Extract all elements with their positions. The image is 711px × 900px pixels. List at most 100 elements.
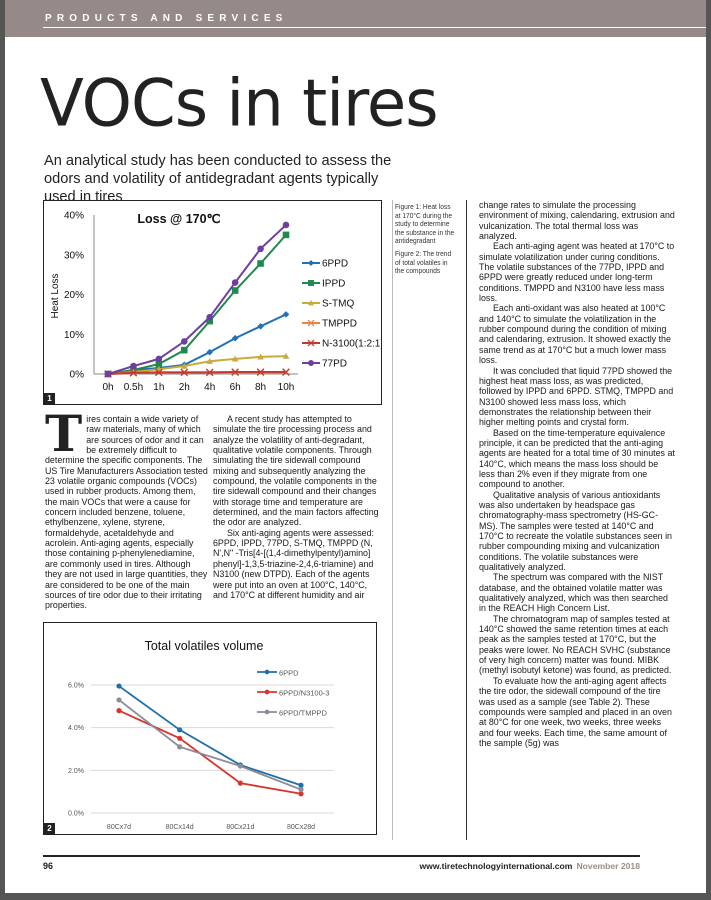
- legend-marker: [264, 669, 270, 675]
- body-paragraph: It was concluded that liquid 77PD showed…: [479, 365, 674, 428]
- x-tick-label: 10h: [278, 382, 295, 393]
- x-tick-label: 80Cx28d: [287, 824, 315, 831]
- data-point: [129, 369, 138, 377]
- drop-cap: T: [45, 404, 83, 463]
- legend-marker: [264, 689, 270, 695]
- data-point: [282, 221, 290, 229]
- body-paragraph: Each anti-oxidant was also heated at 100…: [479, 303, 671, 366]
- y-tick-label: 40%: [64, 211, 84, 222]
- y-tick-label: 10%: [64, 330, 84, 341]
- x-tick-label: 8h: [255, 382, 266, 393]
- legend-label: IPPD: [322, 279, 345, 290]
- x-tick-label: 0h: [102, 382, 113, 393]
- data-point: [130, 362, 137, 370]
- legend-label: 6PPD/TMPPD: [279, 709, 328, 718]
- data-point: [206, 317, 214, 325]
- data-point: [282, 231, 290, 239]
- data-point: [155, 355, 163, 363]
- body-paragraph: The spectrum was compared with the NIST …: [479, 572, 668, 614]
- data-point: [298, 791, 304, 797]
- figure-captions: Figure 1: Heat loss at 170°C during the …: [395, 202, 458, 280]
- body-paragraph: Based on the time-temperature equivalenc…: [479, 427, 675, 490]
- x-tick-label: 6h: [230, 382, 241, 393]
- legend-label: N-3100(1:2:1): [322, 339, 381, 350]
- data-point: [237, 763, 243, 769]
- figure-1-badge: 1: [44, 393, 55, 404]
- x-tick-label: 2h: [179, 382, 190, 393]
- legend-marker: [308, 300, 314, 306]
- legend-label: 6PPD: [279, 669, 299, 678]
- data-point: [180, 338, 188, 345]
- data-point: [231, 355, 239, 362]
- y-tick-label: 4.0%: [68, 725, 84, 732]
- data-point: [231, 334, 239, 342]
- legend-marker: [308, 260, 314, 266]
- y-tick-label: 20%: [64, 290, 84, 301]
- data-point: [180, 362, 188, 369]
- legend-label: TMPPD: [322, 319, 357, 330]
- y-tick-label: 0.0%: [68, 811, 84, 818]
- legend-label: 6PPD: [322, 259, 348, 270]
- data-point: [206, 357, 214, 364]
- paragraph-text: ires contain a wide variety of raw mater…: [45, 414, 208, 611]
- data-point: [155, 360, 163, 368]
- body-paragraph: To evaluate how the anti-aging agent aff…: [479, 675, 672, 748]
- data-point: [116, 683, 122, 689]
- series-line-ippd: [107, 234, 287, 375]
- legend-marker: [307, 339, 315, 347]
- data-point: [282, 352, 290, 359]
- figure-2-badge: 2: [44, 823, 55, 834]
- data-point: [116, 708, 122, 714]
- article-title: VOCs in tires: [40, 66, 439, 142]
- series-line-6ppd-tmppd: [118, 699, 302, 791]
- series-line-77pd: [107, 224, 287, 375]
- footer-url[interactable]: www.tiretechnologyinternational.com: [419, 861, 573, 871]
- x-tick-label: 4h: [204, 382, 215, 393]
- header-rule: [43, 27, 706, 28]
- y-tick-label: 30%: [64, 250, 84, 261]
- data-point: [257, 353, 264, 360]
- y-tick-label: 0%: [70, 370, 85, 381]
- body-paragraph: A recent study has attempted to simulate…: [213, 414, 379, 528]
- heat-loss-chart: Loss @ 170℃ 0% 10% 20% 30% 40% 0h 0.5h 1h 2h 4h 6h 8…: [50, 211, 381, 393]
- data-point: [257, 260, 264, 267]
- total-volatiles-chart: Total volatiles volume 0.0% 2.0% 4.0% 6.0% 80…: [68, 639, 334, 831]
- footer-info: www.tiretechnologyinternational.com Novem…: [419, 861, 640, 871]
- legend-marker: [264, 709, 270, 715]
- data-point: [231, 287, 239, 294]
- footer-rule: [43, 855, 640, 857]
- legend-marker: [307, 319, 315, 327]
- data-point: [180, 346, 188, 354]
- series-line-n-3100-1-2-1-: [107, 371, 286, 375]
- legend-label: 77PD: [322, 359, 347, 370]
- legend-marker: [308, 360, 314, 366]
- data-point: [180, 368, 189, 377]
- series-line-6ppd-n3100-3: [118, 709, 302, 795]
- body-paragraph: The chromatogram map of samples tested a…: [479, 613, 672, 676]
- caption-divider-left: [392, 200, 393, 840]
- y-tick-label: 6.0%: [68, 683, 84, 690]
- page-number: 96: [43, 861, 54, 871]
- body-column-3: change rates to simulate the processing …: [479, 200, 675, 748]
- body-paragraph: change rates to simulate the processing …: [479, 200, 675, 242]
- data-point: [231, 368, 239, 376]
- data-point: [155, 368, 163, 377]
- data-point: [206, 313, 214, 321]
- y-tick-label: 2.0%: [68, 768, 84, 775]
- data-point: [205, 368, 214, 377]
- series-line-6ppd: [118, 685, 302, 787]
- x-tick-label: 80Cx7d: [107, 824, 131, 831]
- body-paragraph: Qualitative analysis of various antioxid…: [479, 489, 672, 573]
- x-tick-label: 80Cx21d: [226, 824, 254, 831]
- data-point: [298, 786, 304, 793]
- series-line-s-tmq: [107, 355, 287, 375]
- data-point: [177, 727, 183, 733]
- data-point: [282, 368, 290, 376]
- data-point: [282, 311, 290, 318]
- data-point: [257, 245, 264, 253]
- section-label: PRODUCTS AND SERVICES: [45, 13, 288, 24]
- body-paragraph: Six anti-aging agents were assessed: 6PP…: [213, 527, 375, 600]
- legend-label: S-TMQ: [322, 299, 354, 310]
- data-point: [298, 782, 304, 788]
